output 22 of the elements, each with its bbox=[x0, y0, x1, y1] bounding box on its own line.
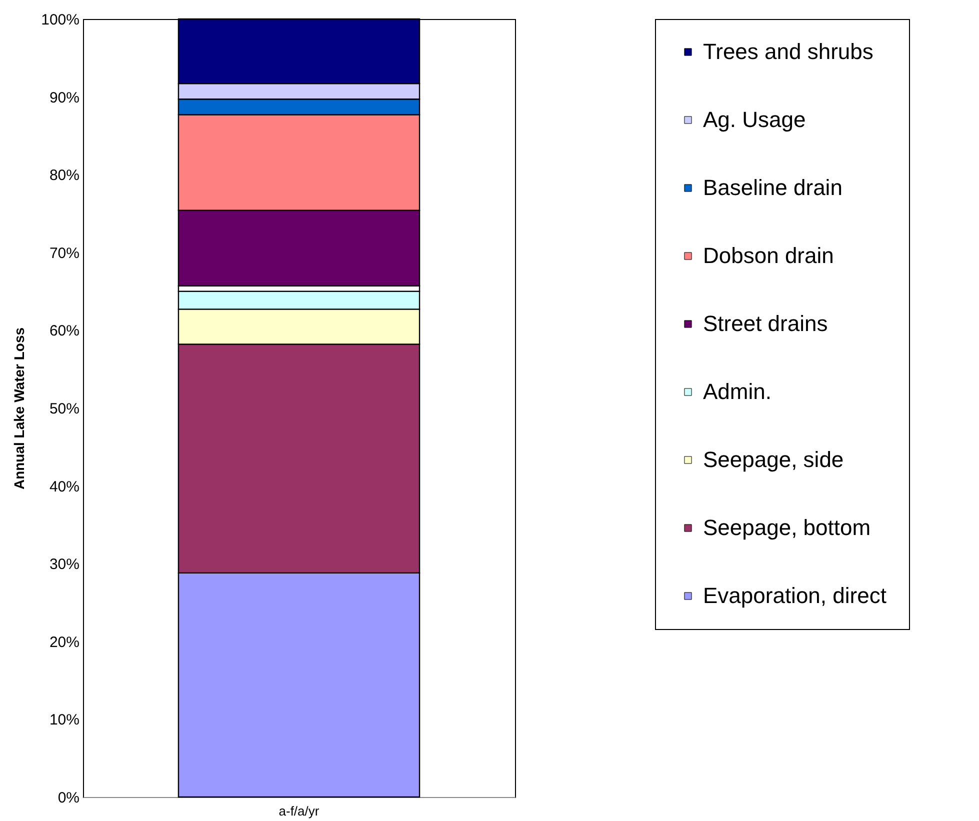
y-tick-label: 0% bbox=[58, 790, 80, 806]
legend-label: Dobson drain bbox=[703, 243, 834, 268]
y-tick-label: 100% bbox=[41, 12, 80, 28]
y-tick-label: 90% bbox=[49, 89, 80, 106]
y-tick-label: 10% bbox=[49, 712, 80, 729]
y-tick-label: 70% bbox=[49, 244, 80, 262]
legend-label: Admin. bbox=[703, 379, 772, 404]
legend-label: Trees and shrubs bbox=[703, 39, 874, 64]
y-tick-label: 80% bbox=[49, 167, 80, 184]
legend-label: Street drains bbox=[703, 311, 828, 336]
x-tick-label: a-f/a/yr bbox=[278, 804, 320, 818]
legend-label: Evaporation, direct bbox=[703, 583, 886, 608]
legend-label: Ag. Usage bbox=[703, 107, 806, 132]
y-axis-title: Annual Lake Water Loss bbox=[11, 327, 28, 490]
legend-label: Seepage, bottom bbox=[703, 515, 871, 540]
y-tick-label: 50% bbox=[49, 400, 80, 418]
legend-label: Seepage, side bbox=[703, 447, 844, 472]
y-tick-label: 40% bbox=[49, 478, 80, 496]
y-tick-label: 30% bbox=[49, 556, 80, 574]
y-tick-label: 20% bbox=[49, 634, 80, 651]
y-tick-label: 60% bbox=[49, 322, 80, 340]
legend-label: Baseline drain bbox=[703, 175, 842, 200]
